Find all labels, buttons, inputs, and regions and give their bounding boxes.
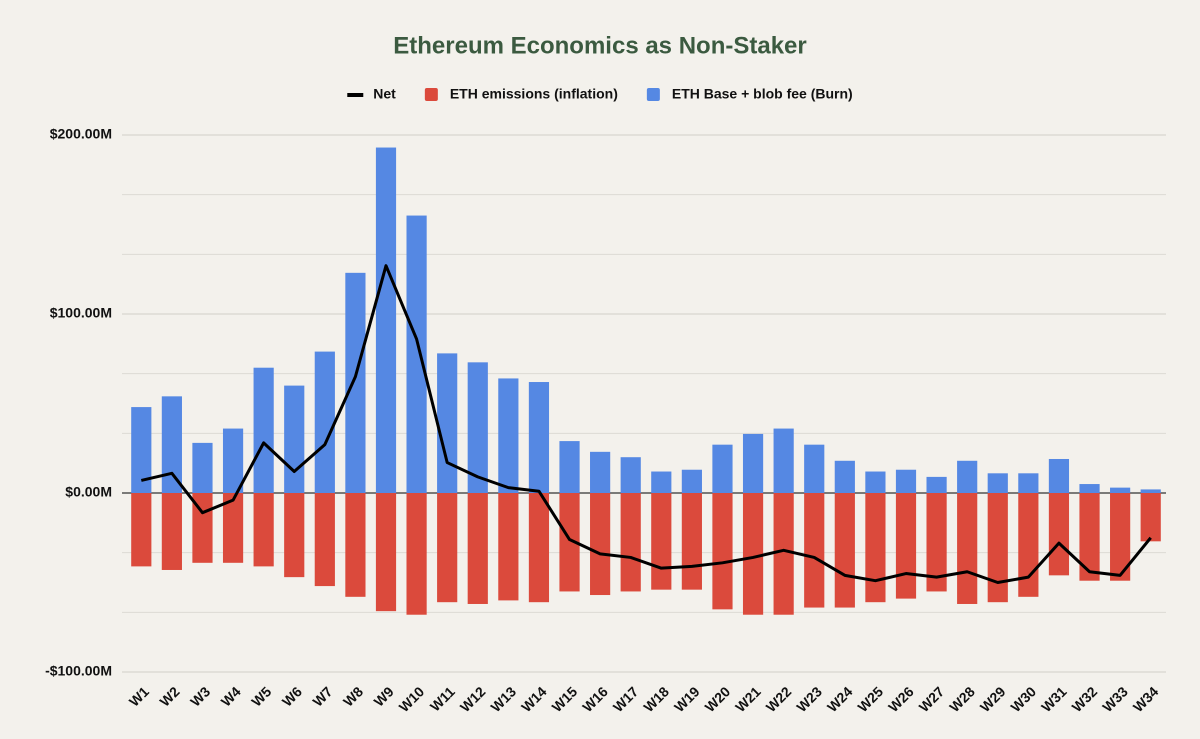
bar [742, 493, 764, 615]
bar [926, 493, 947, 592]
bar [712, 444, 733, 493]
bar [131, 493, 152, 567]
bar [345, 493, 366, 597]
bar [161, 493, 182, 570]
bar [467, 493, 488, 604]
bar [1140, 493, 1161, 542]
bar [742, 433, 764, 493]
bar [865, 471, 886, 493]
chart-title: Ethereum Economics as Non-Staker [393, 32, 806, 59]
bar [804, 493, 825, 608]
y-tick-label: -$100.00M [45, 663, 112, 679]
bar [957, 460, 978, 493]
legend: Net ETH emissions (inflation) ETH Base + b… [347, 86, 853, 102]
bar [895, 493, 917, 599]
legend-item: ETH Base + blob fee (Burn) [646, 86, 853, 102]
bar [865, 493, 886, 603]
legend-swatch [424, 88, 438, 101]
bar [559, 493, 580, 592]
bar [590, 451, 611, 493]
bar [528, 382, 550, 493]
bar [253, 367, 274, 493]
bar [590, 493, 611, 596]
bar [314, 493, 335, 587]
bar [375, 147, 397, 493]
bar [834, 493, 855, 608]
bar [712, 493, 733, 610]
bar [681, 469, 702, 493]
bar [528, 493, 550, 603]
bar [375, 493, 397, 612]
legend-item: Net [347, 86, 396, 102]
bar [651, 471, 672, 493]
legend-label: ETH Base + blob fee (Burn) [672, 86, 853, 102]
bar [1018, 493, 1039, 597]
bar [345, 272, 366, 493]
bar [1048, 458, 1070, 493]
bar [192, 442, 213, 493]
bar [437, 493, 458, 603]
bar [773, 428, 794, 493]
net-line [140, 264, 1152, 584]
bar [406, 493, 427, 615]
legend-label: ETH emissions (inflation) [450, 86, 618, 102]
bar [253, 493, 274, 567]
bar [620, 457, 641, 493]
bar [284, 385, 305, 493]
bar [651, 493, 672, 590]
bar [834, 460, 855, 493]
bar [773, 493, 794, 615]
bar [1079, 484, 1100, 493]
bar [957, 493, 978, 604]
legend-label: Net [373, 86, 396, 102]
y-tick-label: $100.00M [50, 305, 112, 321]
legend-swatch [347, 93, 364, 97]
bar [559, 441, 580, 493]
legend-swatch [646, 88, 660, 101]
bar [1140, 489, 1161, 493]
bar [498, 493, 519, 601]
bar [467, 362, 488, 493]
bar [437, 353, 458, 493]
bar [314, 351, 335, 493]
bar [987, 473, 1008, 493]
bar [895, 469, 917, 493]
bar [987, 493, 1008, 603]
bar [1079, 493, 1100, 581]
bar [161, 396, 182, 493]
bar [620, 493, 641, 592]
bar [926, 476, 947, 493]
bar [284, 493, 305, 578]
bar [804, 444, 825, 493]
bar [498, 378, 519, 493]
bar [222, 493, 244, 563]
bar [1110, 487, 1131, 493]
y-tick-label: $200.00M [50, 126, 112, 142]
bar [1018, 473, 1039, 493]
y-tick-label: $0.00M [65, 484, 112, 500]
bar [1048, 493, 1070, 576]
bar [1110, 493, 1131, 581]
bar [131, 407, 152, 493]
bar [681, 493, 702, 590]
legend-item: ETH emissions (inflation) [424, 86, 618, 102]
bar [222, 428, 244, 493]
bar [406, 215, 427, 494]
